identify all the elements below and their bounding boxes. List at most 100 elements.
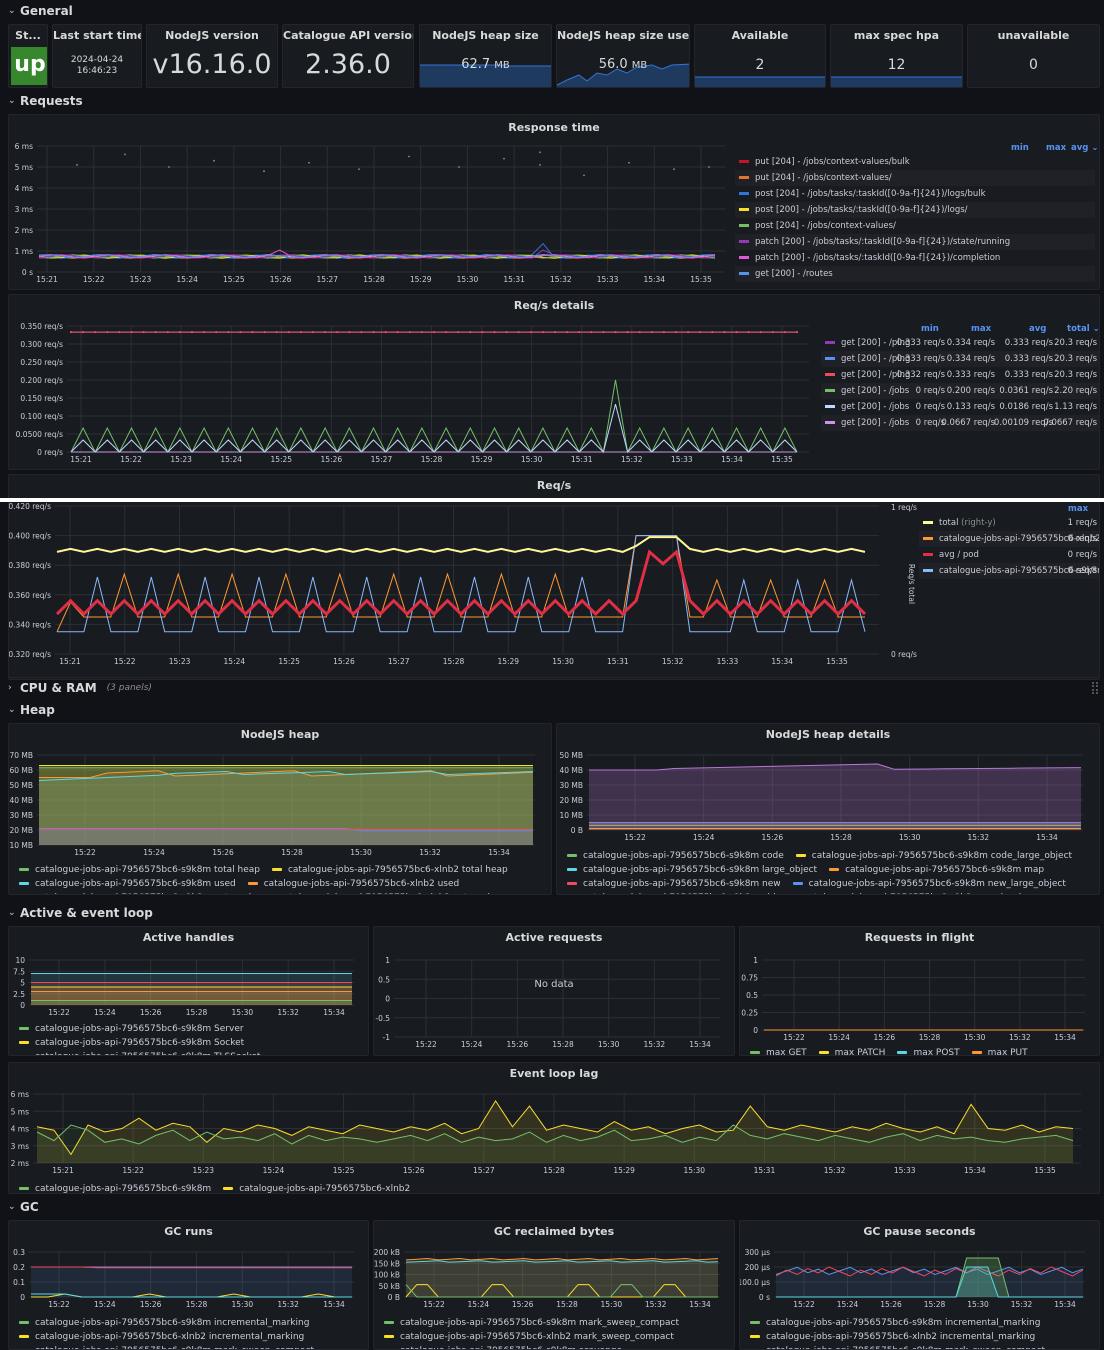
- legend-item[interactable]: max POST: [897, 1047, 960, 1055]
- row-requests[interactable]: ⌄ Requests: [8, 92, 83, 110]
- legend-header-min[interactable]: min: [1011, 143, 1029, 153]
- stat-unavailable[interactable]: unavailable 0: [967, 24, 1100, 88]
- panel-requests-in-flight[interactable]: Requests in flight 1 0.75 0.5 0.25 0 15:22 15:…: [739, 926, 1100, 1056]
- legend-item[interactable]: catalogue-jobs-api-7956575bc6-s9k8m code: [567, 850, 784, 862]
- legend-header-min[interactable]: min: [921, 324, 939, 334]
- legend-row[interactable]: patch [200] - /jobs/tasks/:taskId([0-9a-…: [735, 234, 1095, 250]
- legend-row[interactable]: total (right-y) 1 req/s: [919, 515, 1099, 531]
- legend-row[interactable]: avg / pod 0 req/s: [919, 547, 1099, 563]
- stat-status[interactable]: St... up: [8, 24, 48, 88]
- panel-heap-details[interactable]: NodeJS heap details 50 MB 40 MB 30 MB 20 MB…: [556, 723, 1100, 895]
- panel-gc-reclaimed[interactable]: GC reclaimed bytes 200 kB 150 kB 100 kB 50 …: [373, 1220, 735, 1350]
- row-cpu-ram[interactable]: › CPU & RAM (3 panels): [8, 679, 152, 697]
- legend-row[interactable]: post [204] - /jobs/context-values/: [735, 218, 1095, 234]
- panel-reqs-body[interactable]: 0.420 req/s 0.400 req/s 0.380 req/s 0.360 r…: [8, 502, 1100, 678]
- legend-item[interactable]: catalogue-jobs-api-7956575bc6-s9k8m code…: [795, 850, 1072, 862]
- stat-heap-used[interactable]: NodeJS heap size used 56.0 MB: [556, 24, 690, 88]
- data-point: [541, 331, 544, 334]
- x-tick-label: 15:22: [120, 455, 142, 464]
- legend-item[interactable]: catalogue-jobs-api-7956575bc6-s9k8m Serv…: [19, 1023, 244, 1035]
- stat-heap-size[interactable]: NodeJS heap size 62.7 MB: [419, 24, 552, 88]
- legend-max: 0.333 req/s: [946, 370, 995, 380]
- legend-item[interactable]: catalogue-jobs-api-7956575bc6-s9k8m incr…: [19, 1317, 309, 1329]
- row-gc[interactable]: ⌄ GC: [8, 1198, 39, 1216]
- legend-swatch: [19, 1335, 29, 1338]
- legend-item[interactable]: catalogue-jobs-api-7956575bc6-s9k8m scav…: [384, 1345, 622, 1349]
- panel-response-time[interactable]: Response time 6 ms 5 ms 4 ms 3 ms 2 ms 1 ms 0 …: [8, 114, 1100, 290]
- legend-item[interactable]: max PATCH: [818, 1047, 885, 1055]
- legend-item[interactable]: catalogue-jobs-api-7956575bc6-s9k8m mark…: [19, 1345, 314, 1349]
- legend-item[interactable]: max GET: [750, 1047, 807, 1055]
- legend-row[interactable]: catalogue-jobs-api-7956575bc6-xlnb2 0 req…: [919, 531, 1099, 547]
- legend-item[interactable]: catalogue-jobs-api-7956575bc6-s9k8m map: [829, 864, 1044, 876]
- legend-header-avg[interactable]: avg ⌄: [1071, 143, 1099, 153]
- row-active[interactable]: ⌄ Active & event loop: [8, 904, 153, 922]
- panel-reqs-details[interactable]: Req/s details 0.350 req/s 0.300 req/s 0.25…: [8, 294, 1100, 470]
- active-handles-chart: 10 7.5 5 2.5 0 15:22 15:24 15:26 15:28 15:30 15:32…: [13, 956, 354, 1017]
- legend-item[interactable]: max PUT: [971, 1047, 1028, 1055]
- legend-row[interactable]: get [200] - /routes: [735, 266, 1095, 282]
- x-tick-label: 15:28: [186, 1008, 208, 1017]
- legend-avg: 0.00109 req/s: [993, 418, 1053, 428]
- stat-node-version[interactable]: NodeJS version v16.16.0: [146, 24, 278, 88]
- legend-item[interactable]: catalogue-jobs-api-7956575bc6-s9k8m used: [19, 878, 236, 890]
- legend-item[interactable]: catalogue-jobs-api-7956575bc6-xlnb2 used: [247, 878, 459, 890]
- stat-max-hpa[interactable]: max spec hpa 12: [830, 24, 963, 88]
- legend-header-max[interactable]: max: [1068, 504, 1089, 514]
- legend-row[interactable]: put [204] - /jobs/context-values/bulk: [735, 154, 1095, 170]
- legend-row[interactable]: get [200] - /ping 0.332 req/s 0.333 req/s 0…: [821, 367, 1099, 383]
- legend-item[interactable]: catalogue-jobs-api-7956575bc6-xlnb2 exte…: [263, 892, 490, 894]
- legend-row[interactable]: patch [200] - /jobs/tasks/:taskId([0-9a-…: [735, 250, 1095, 266]
- row-heap[interactable]: ⌄ Heap: [8, 701, 55, 719]
- legend-header-max[interactable]: max: [971, 324, 992, 334]
- legend-item[interactable]: catalogue-jobs-api-7956575bc6-xlnb2: [223, 1183, 410, 1193]
- legend-swatch: [825, 341, 835, 344]
- panel-gc-pause[interactable]: GC pause seconds 300 µs 200 µs 100.0 µs 0 s…: [739, 1220, 1100, 1350]
- legend-row[interactable]: get [200] - /jobs 0 req/s 0.200 req/s 0.036…: [821, 383, 1099, 399]
- row-general[interactable]: ⌄ General: [8, 2, 73, 20]
- legend-item[interactable]: catalogue-jobs-api-7956575bc6-s9k8m mark…: [384, 1317, 679, 1329]
- legend-header-max[interactable]: max: [1046, 143, 1067, 153]
- legend-row[interactable]: put [204] - /jobs/context-values/: [735, 170, 1095, 186]
- legend-row[interactable]: get [200] - /jobs 0 req/s 0.133 req/s 0.018…: [821, 399, 1099, 415]
- legend-item[interactable]: catalogue-jobs-api-7956575bc6-s9k8m mark…: [750, 1345, 1045, 1349]
- legend-item[interactable]: catalogue-jobs-api-7956575bc6-s9k8m: [19, 1183, 211, 1193]
- legend-item[interactable]: catalogue-jobs-api-7956575bc6-s9k8m new: [567, 878, 781, 890]
- legend-row[interactable]: get [200] - /ping 0.333 req/s 0.334 req/s 0…: [821, 335, 1099, 351]
- legend-item[interactable]: catalogue-jobs-api-7956575bc6-xlnb2 mark…: [384, 1331, 674, 1343]
- legend-item[interactable]: catalogue-jobs-api-7956575bc6-s9k8m exte…: [19, 892, 251, 894]
- stat-last-start[interactable]: Last start time 2024-04-24 16:46:23: [52, 24, 142, 88]
- legend-item[interactable]: catalogue-jobs-api-7956575bc6-xlnb2 tota…: [271, 864, 508, 876]
- legend-row[interactable]: catalogue-jobs-api-7956575bc6-s9k8m 0 req…: [919, 563, 1099, 579]
- legend-row[interactable]: post [204] - /jobs/tasks/:taskId([0-9a-f…: [735, 186, 1095, 202]
- legend-item[interactable]: catalogue-jobs-api-7956575bc6-s9k8m TLSS…: [19, 1051, 260, 1055]
- legend-item[interactable]: catalogue-jobs-api-7956575bc6-s9k8m Sock…: [19, 1037, 244, 1049]
- drag-handle-icon[interactable]: [1092, 682, 1098, 694]
- x-tick-label: 15:30: [552, 657, 574, 666]
- legend-swatch: [19, 1187, 29, 1190]
- heap-series: [38, 770, 534, 781]
- panel-active-handles[interactable]: Active handles 10 7.5 5 2.5 0 15:22 15:24 15:26…: [8, 926, 369, 1056]
- legend-item[interactable]: catalogue-jobs-api-7956575bc6-s9k8m tota…: [19, 864, 260, 876]
- panel-event-loop[interactable]: Event loop lag 6 ms 5 ms 4 ms 3 ms 2 ms 15:21…: [8, 1062, 1100, 1194]
- panel-nodejs-heap[interactable]: NodeJS heap 70 MB 60 MB 50 MB 40 MB 30 MB 20 …: [8, 723, 552, 895]
- legend-row[interactable]: get [200] - /ping 0.333 req/s 0.334 req/s 0…: [821, 351, 1099, 367]
- legend-item[interactable]: catalogue-jobs-api-7956575bc6-xlnb2 incr…: [750, 1331, 1035, 1343]
- legend-row[interactable]: post [200] - /jobs/tasks/:taskId([0-9a-f…: [735, 202, 1095, 218]
- stat-api-version[interactable]: Catalogue API version 2.36.0: [282, 24, 414, 88]
- legend-row[interactable]: get [200] - /jobs 0 req/s 0.0667 req/s 0.00…: [821, 415, 1099, 431]
- legend-item[interactable]: catalogue-jobs-api-7956575bc6-s9k8m incr…: [750, 1317, 1040, 1329]
- stat-available[interactable]: Available 2: [694, 24, 826, 88]
- panel-gc-runs[interactable]: GC runs 0.3 0.2 0.1 0 15:22 15:24 15:26 15:28 15…: [8, 1220, 369, 1350]
- legend-header-avg[interactable]: avg: [1029, 324, 1047, 334]
- panel-active-requests[interactable]: Active requests 1 0.5 0 -0.5 -1 15:22 15:24 15:…: [373, 926, 735, 1056]
- legend-item[interactable]: catalogue-jobs-api-7956575bc6-xlnb2 incr…: [19, 1331, 304, 1343]
- legend-item[interactable]: catalogue-jobs-api-7956575bc6-s9k8m larg…: [567, 864, 817, 876]
- panel-title: unavailable: [997, 29, 1070, 42]
- legend-item[interactable]: catalogue-jobs-api-7956575bc6-s9k8m read…: [788, 892, 1027, 894]
- legend-item[interactable]: catalogue-jobs-api-7956575bc6-s9k8m new_…: [792, 878, 1066, 890]
- legend-item[interactable]: catalogue-jobs-api-7956575bc6-s9k8m old: [567, 892, 776, 894]
- legend-swatch: [19, 882, 29, 885]
- legend-header-total[interactable]: total ⌄: [1067, 324, 1100, 334]
- legend-swatch: [818, 1051, 829, 1054]
